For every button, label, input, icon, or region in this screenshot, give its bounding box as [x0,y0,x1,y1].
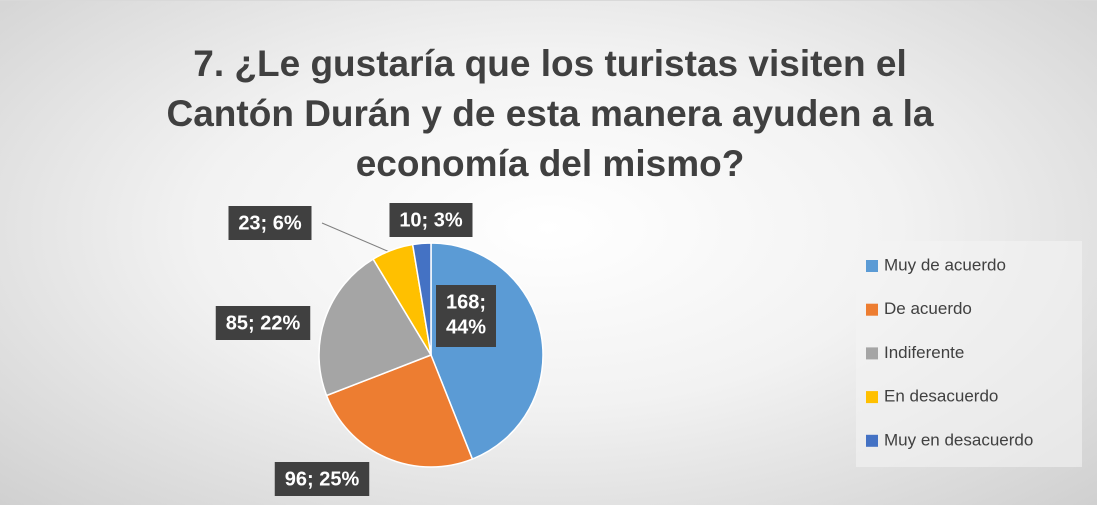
legend-label: Indiferente [884,343,964,362]
data-label: 23; 6% [238,212,302,234]
data-label-box [228,206,312,240]
data-label: 85; 22% [226,312,301,334]
data-label: 168; 44% [446,292,486,339]
legend-swatch [866,303,878,316]
data-label-box [215,306,311,340]
legend-label: Muy de acuerdo [884,255,1006,274]
legend-swatch [866,260,878,272]
chart-title: 7. ¿Le gustaría que los turistas visiten… [166,43,934,184]
data-label-box [436,285,496,347]
leader-line [321,222,393,254]
legend-swatch [866,391,878,404]
legend-label: De acuerdo [884,299,972,318]
data-label: 96; 25% [285,468,360,490]
pie-slice [325,354,474,468]
data-label: 10; 3% [399,209,463,231]
legend-label: Muy en desacuerdo [884,430,1033,449]
legend-box [856,241,1082,467]
data-label-box [389,203,473,237]
legend-swatch [866,434,878,447]
pie-slice [318,258,433,397]
legend-swatch [866,347,878,360]
legend-label: En desacuerdo [884,387,998,406]
data-label-box [274,462,370,496]
pie-slice [411,242,432,356]
